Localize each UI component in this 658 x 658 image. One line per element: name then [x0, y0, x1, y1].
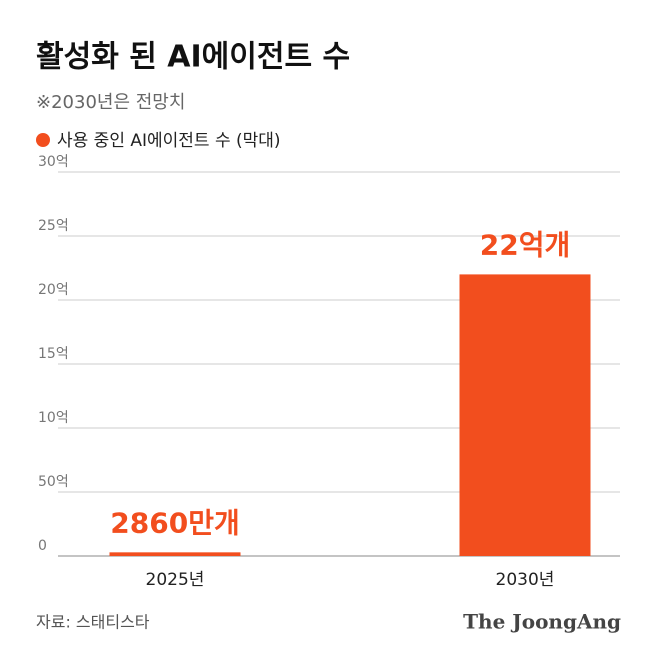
y-tick-label: 15억	[38, 346, 69, 362]
legend-swatch	[36, 133, 50, 147]
x-tick-label: 2030년	[496, 570, 555, 590]
logo: The JoongAng	[463, 610, 621, 634]
value-label: 22억개	[480, 228, 571, 261]
source: 자료: 스태티스타	[36, 613, 150, 632]
legend-label: 사용 중인 AI에이전트 수 (막대)	[57, 131, 281, 151]
y-tick-label: 25억	[38, 218, 69, 234]
chart-title: 활성화 된 AI에이전트 수	[36, 40, 350, 75]
y-tick-label: 20억	[38, 282, 69, 298]
x-tick-label: 2025년	[146, 570, 205, 590]
bar	[459, 274, 591, 556]
value-label: 2860만개	[110, 506, 239, 539]
y-tick-label: 0	[38, 538, 47, 554]
y-tick-label: 50억	[38, 474, 69, 490]
subtitle: ※2030년은 전망치	[36, 92, 185, 113]
y-tick-label: 10억	[38, 410, 69, 426]
y-tick-label: 30억	[38, 154, 69, 170]
bar	[109, 552, 241, 556]
